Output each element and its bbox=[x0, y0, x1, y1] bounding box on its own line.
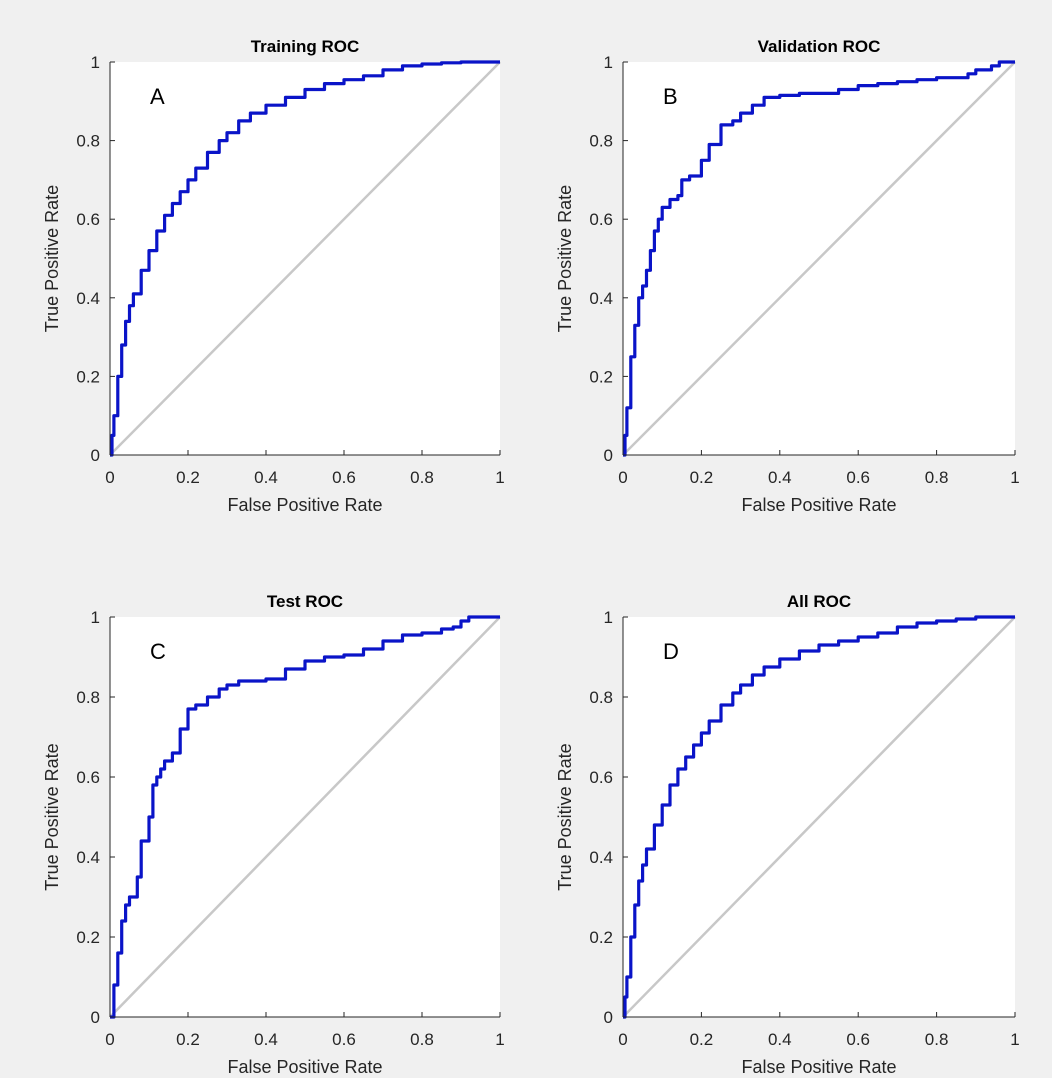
panel-label: B bbox=[663, 84, 678, 109]
panel-label: C bbox=[150, 639, 166, 664]
x-tick-label: 1 bbox=[1010, 468, 1019, 487]
chance-diagonal-line bbox=[622, 61, 1016, 456]
y-tick-label: 1 bbox=[91, 608, 100, 627]
x-axis-label: False Positive Rate bbox=[741, 1057, 896, 1077]
chart-title: All ROC bbox=[787, 592, 851, 611]
y-tick-label: 1 bbox=[91, 53, 100, 72]
y-tick-label: 0.8 bbox=[76, 132, 100, 151]
y-tick-label: 1 bbox=[604, 608, 613, 627]
chart-title: Training ROC bbox=[251, 37, 360, 56]
roc-panel-a: Training ROC A 0 0.2 0.4 0.6 0.8 1 0 0.2 0.4 0.6 0.8… bbox=[42, 37, 505, 515]
roc-curve-line bbox=[110, 60, 500, 457]
y-tick-label: 0.6 bbox=[76, 768, 100, 787]
x-tick-label: 1 bbox=[495, 1030, 504, 1049]
y-tick-label: 0.2 bbox=[76, 367, 100, 386]
y-axis-label: True Positive Rate bbox=[42, 185, 62, 332]
y-axis-label: True Positive Rate bbox=[42, 743, 62, 890]
y-tick-label: 0.6 bbox=[589, 768, 613, 787]
y-tick-label: 0.4 bbox=[76, 289, 100, 308]
x-tick-label: 0.6 bbox=[332, 468, 356, 487]
y-axis-label: True Positive Rate bbox=[555, 185, 575, 332]
x-tick-label: 1 bbox=[495, 468, 504, 487]
y-tick-label: 0 bbox=[91, 446, 100, 465]
y-tick-label: 0.4 bbox=[76, 848, 100, 867]
x-tick-label: 0.2 bbox=[176, 468, 200, 487]
roc-curve-line bbox=[110, 615, 500, 1019]
y-tick-label: 0 bbox=[604, 446, 613, 465]
x-tick-label: 0.6 bbox=[332, 1030, 356, 1049]
y-axis-label: True Positive Rate bbox=[555, 743, 575, 890]
x-tick-label: 0.8 bbox=[410, 468, 434, 487]
x-tick-label: 0.8 bbox=[410, 1030, 434, 1049]
y-tick-label: 0.4 bbox=[589, 848, 613, 867]
panel-label: A bbox=[150, 84, 165, 109]
roc-curve-line bbox=[623, 60, 1015, 457]
x-tick-label: 0 bbox=[105, 1030, 114, 1049]
y-tick-label: 0.2 bbox=[76, 928, 100, 947]
x-tick-label: 0.8 bbox=[925, 1030, 949, 1049]
roc-panel-d: All ROC D 0 0.2 0.4 0.6 0.8 1 0 0.2 0.4 0.6 0.8 1 Fals… bbox=[555, 592, 1020, 1077]
y-tick-label: 0.8 bbox=[589, 688, 613, 707]
x-tick-label: 0 bbox=[618, 1030, 627, 1049]
roc-curve-line bbox=[623, 615, 1015, 1019]
x-tick-label: 0.2 bbox=[176, 1030, 200, 1049]
chance-diagonal-line bbox=[109, 61, 501, 456]
y-tick-label: 0.8 bbox=[76, 688, 100, 707]
x-tick-label: 0.2 bbox=[690, 468, 714, 487]
x-tick-label: 0.4 bbox=[254, 1030, 278, 1049]
x-tick-label: 0 bbox=[105, 468, 114, 487]
x-axis-label: False Positive Rate bbox=[741, 495, 896, 515]
panel-label: D bbox=[663, 639, 679, 664]
chance-diagonal-line bbox=[622, 616, 1016, 1018]
chance-diagonal-line bbox=[109, 616, 501, 1018]
x-tick-label: 1 bbox=[1010, 1030, 1019, 1049]
y-tick-label: 0 bbox=[91, 1008, 100, 1027]
x-tick-label: 0.6 bbox=[846, 468, 870, 487]
x-tick-label: 0.2 bbox=[690, 1030, 714, 1049]
chart-title: Validation ROC bbox=[758, 37, 881, 56]
y-tick-label: 0.6 bbox=[589, 210, 613, 229]
y-tick-label: 0.8 bbox=[589, 132, 613, 151]
roc-panel-c: Test ROC C 0 0.2 0.4 0.6 0.8 1 0 0.2 0.4 0.6 0.8 1 Fal… bbox=[42, 592, 505, 1077]
y-tick-label: 0.2 bbox=[589, 367, 613, 386]
x-axis-label: False Positive Rate bbox=[227, 1057, 382, 1077]
roc-panel-b: Validation ROC B 0 0.2 0.4 0.6 0.8 1 0 0.2 0.4 0.6 0… bbox=[555, 37, 1020, 515]
x-tick-label: 0.8 bbox=[925, 468, 949, 487]
y-tick-label: 1 bbox=[604, 53, 613, 72]
x-tick-label: 0.6 bbox=[846, 1030, 870, 1049]
y-tick-label: 0.4 bbox=[589, 289, 613, 308]
chart-title: Test ROC bbox=[267, 592, 343, 611]
x-tick-label: 0.4 bbox=[768, 468, 792, 487]
x-tick-label: 0.4 bbox=[254, 468, 278, 487]
y-tick-label: 0.2 bbox=[589, 928, 613, 947]
x-tick-label: 0.4 bbox=[768, 1030, 792, 1049]
y-tick-label: 0 bbox=[604, 1008, 613, 1027]
y-tick-label: 0.6 bbox=[76, 210, 100, 229]
x-tick-label: 0 bbox=[618, 468, 627, 487]
x-axis-label: False Positive Rate bbox=[227, 495, 382, 515]
